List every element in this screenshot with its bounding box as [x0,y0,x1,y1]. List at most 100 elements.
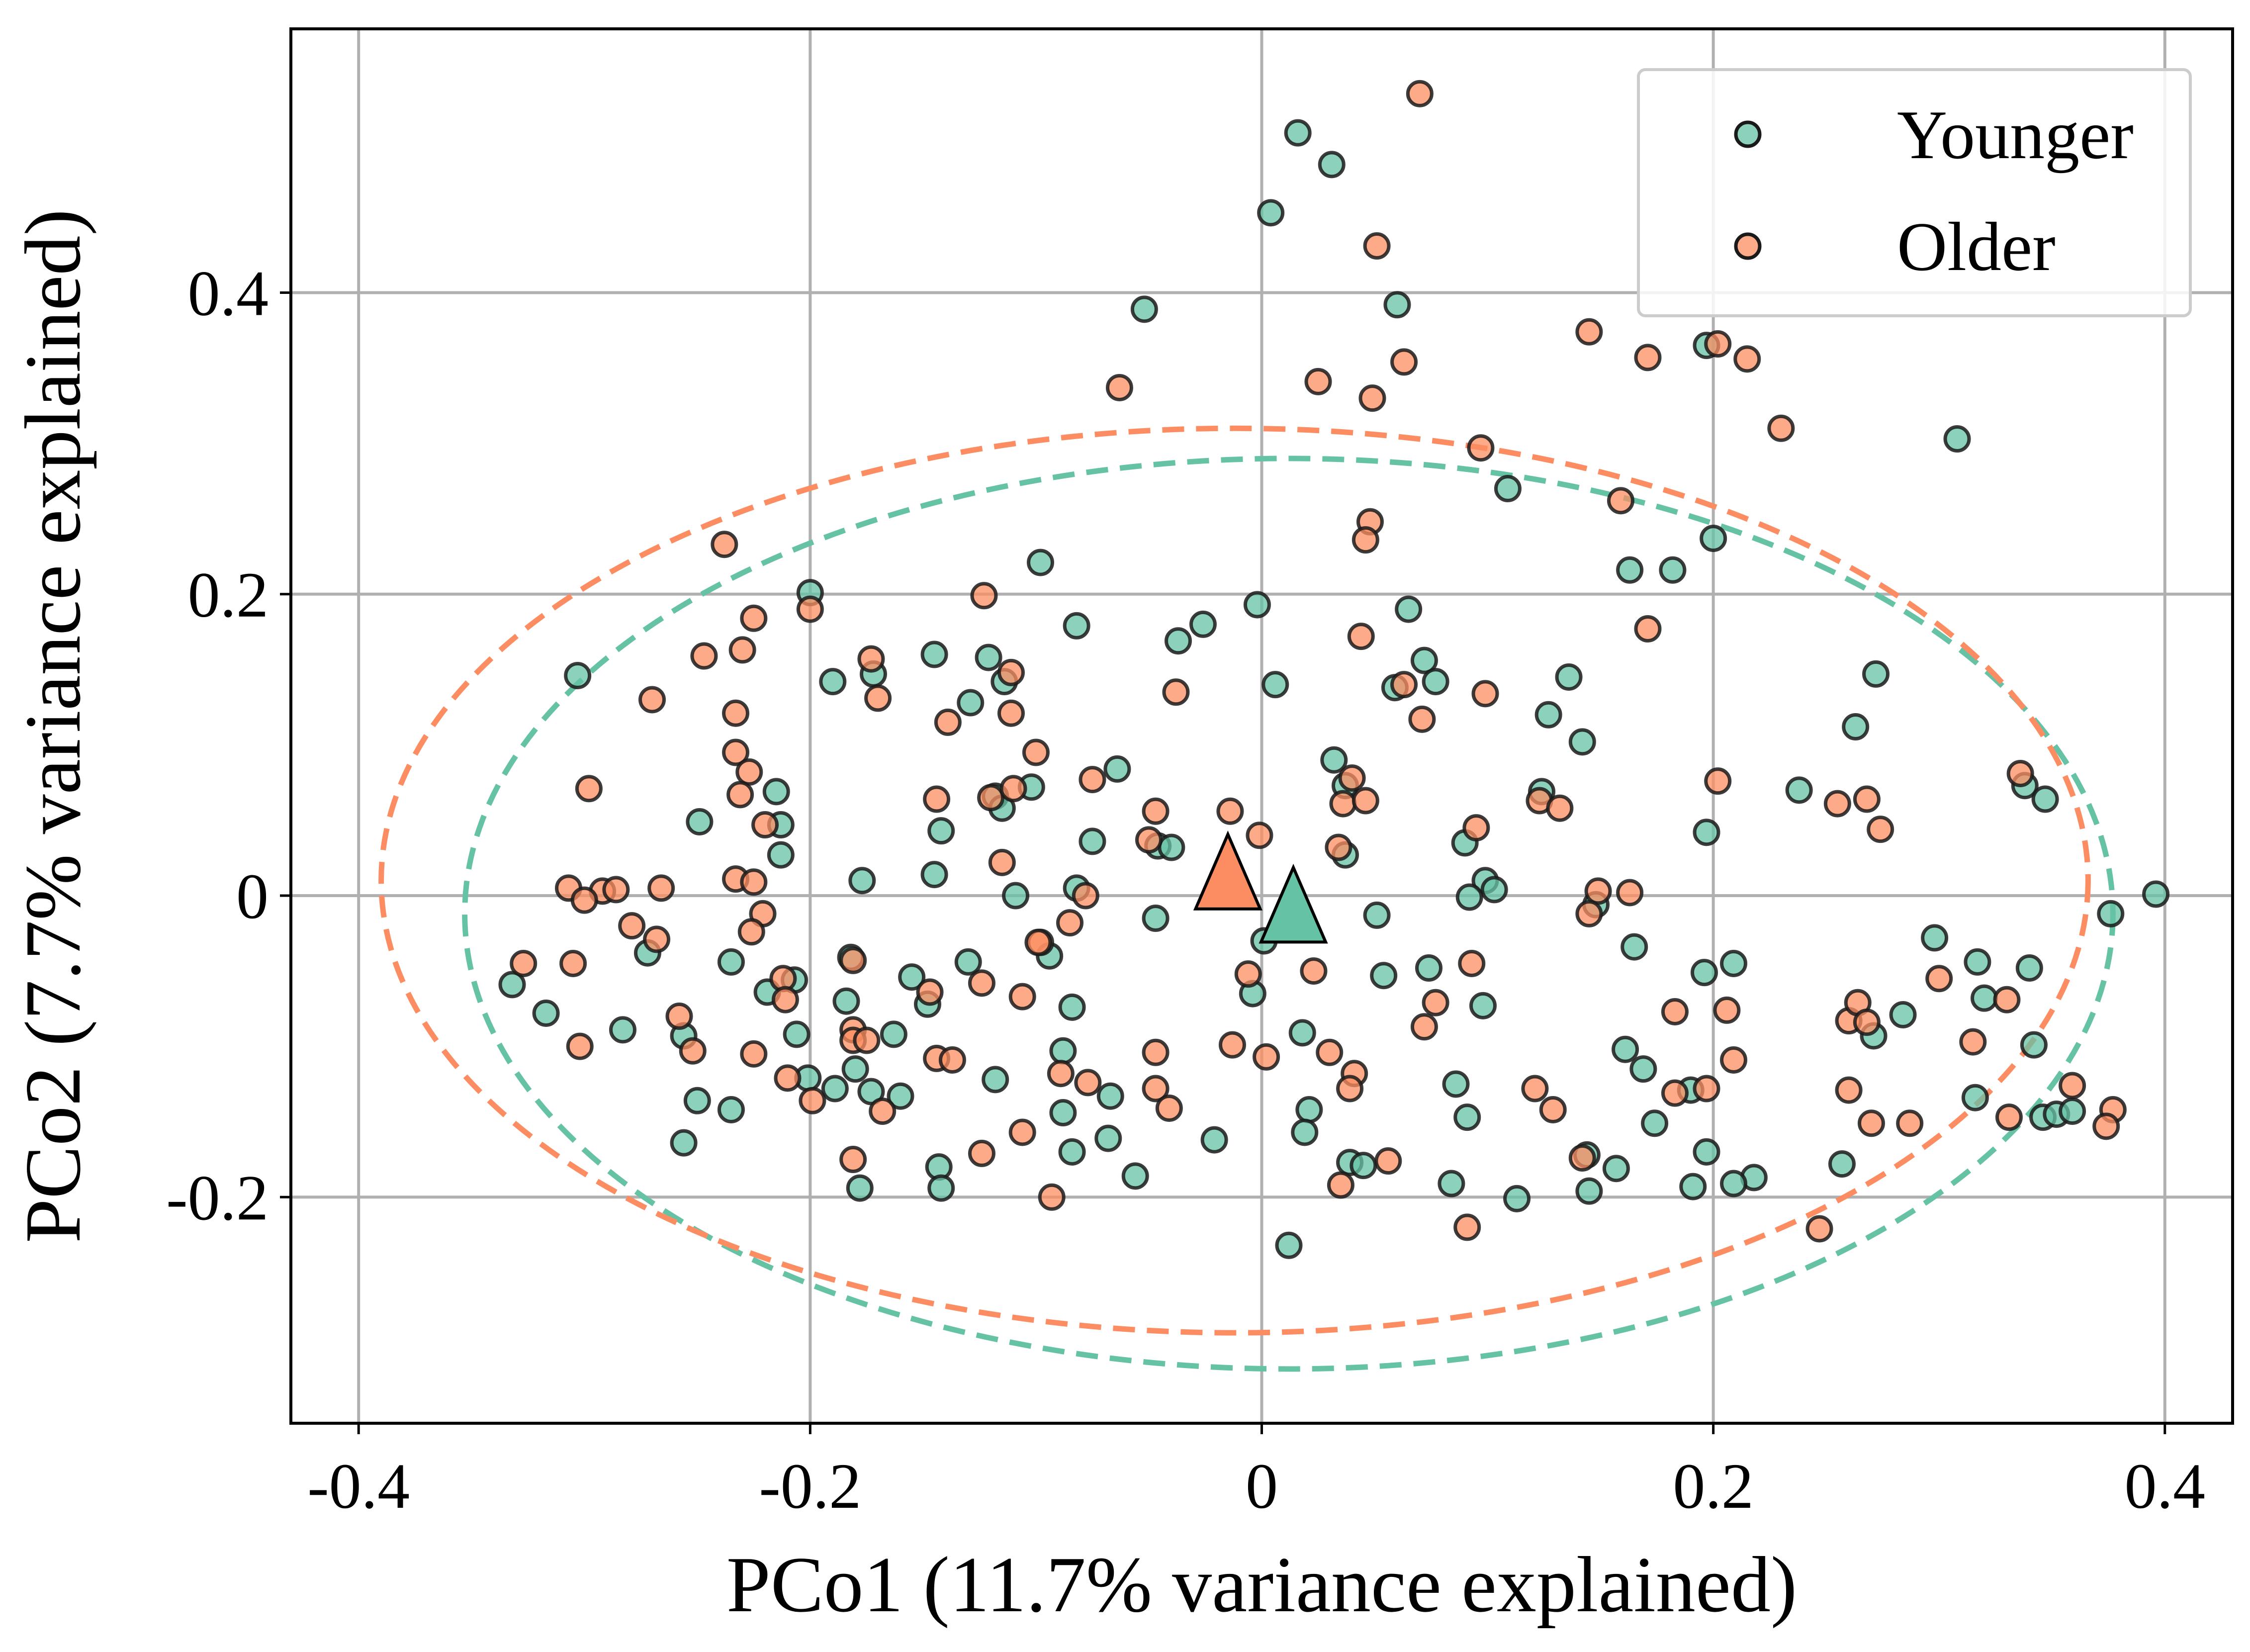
point-older [1693,1075,1720,1102]
point-older [1704,767,1732,795]
point-younger [832,987,860,1015]
point-older [1853,1009,1881,1036]
point-younger [1350,1152,1377,1180]
point-younger [1261,671,1289,699]
point-younger [957,689,985,717]
point-older [735,758,763,786]
point-younger [1243,591,1271,619]
point-older [1458,949,1486,977]
point-older [923,785,951,813]
point-younger [1291,1118,1319,1146]
point-younger [1257,199,1285,227]
point-younger [982,1066,1009,1094]
point-younger [1641,1109,1669,1137]
point-younger [1575,1177,1603,1205]
point-older [726,781,754,809]
x-tick-label: -0.4 [307,1451,410,1522]
point-younger [670,1129,698,1157]
point-older [1857,1109,1885,1137]
point-younger [1921,924,1949,952]
point-older [1304,367,1332,395]
point-older [1584,877,1612,905]
point-younger [1455,883,1483,911]
point-older [977,784,1005,812]
point-older [1720,1046,1748,1074]
point-younger [1620,933,1648,961]
point-older [1575,900,1603,927]
point-older [1462,814,1490,842]
point-younger [1828,1150,1856,1178]
point-younger [1189,610,1217,638]
point-older [997,658,1025,686]
point-older [799,1087,826,1114]
point-younger [1063,612,1090,640]
point-older [839,1146,867,1174]
y-tick-label: 0 [236,861,269,932]
point-older [1925,965,1953,993]
point-older [1038,1183,1066,1211]
point-older [934,708,962,736]
point-older [1351,787,1379,815]
point-younger [2031,785,2059,813]
y-axis-label: PCo2 (7.7% variance explained) [8,209,97,1243]
point-younger [1158,833,1185,861]
centroid-older [1193,830,1262,911]
point-older [679,1037,707,1065]
point-younger [954,948,982,976]
point-older [566,1032,594,1060]
point-younger [1142,904,1170,932]
point-younger [1383,291,1411,319]
point-older [711,531,738,558]
point-older [988,848,1016,876]
point-younger [1096,1082,1124,1110]
point-older [1074,1069,1102,1097]
point-older [857,645,885,673]
point-older [1216,797,1244,825]
point-older [643,925,671,953]
point-older [1422,989,1449,1016]
point-younger [848,867,876,895]
point-younger [1164,627,1192,655]
point-younger [762,778,790,806]
point-older [575,775,603,803]
point-younger [1002,882,1030,910]
point-older [1805,1215,1833,1243]
y-tick-label: 0.4 [188,258,269,329]
point-younger [683,1087,711,1114]
point-younger [1295,1096,1323,1123]
point-younger [1275,1231,1303,1259]
point-older [1300,957,1328,985]
point-younger [846,1174,874,1202]
point-younger [1720,949,1748,977]
point-older [618,912,646,940]
point-younger [975,643,1002,671]
point-younger [1103,755,1131,783]
point-younger [1602,1155,1630,1183]
legend-marker-older [1734,232,1762,260]
point-older [1390,348,1418,376]
point-older [938,1046,966,1074]
point-younger [1442,1070,1470,1098]
point-older [796,595,824,623]
point-younger [1415,954,1443,982]
point-younger [1555,663,1583,691]
data-points [498,80,2170,1259]
point-older [1105,373,1133,401]
point-older [1546,794,1574,822]
point-older [1713,996,1741,1024]
point-older [740,868,768,896]
point-younger [1058,1138,1086,1166]
legend-marker-younger [1734,120,1762,148]
point-older [1234,960,1262,988]
point-older [1336,1075,1364,1102]
point-older [1329,790,1357,818]
x-tick-label: 0.2 [1673,1451,1754,1522]
point-older [510,949,538,977]
point-older [1993,986,2021,1013]
point-younger [1395,595,1423,623]
point-younger [1693,819,1720,846]
point-older [1079,766,1106,794]
point-younger [767,841,795,869]
point-older [638,686,666,714]
